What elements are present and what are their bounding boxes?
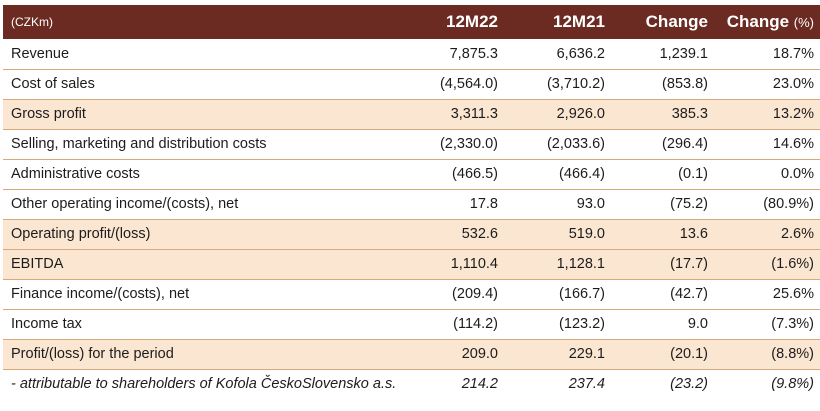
table-row: Cost of sales (4,564.0) (3,710.2) (853.8) 23…	[3, 69, 820, 99]
value-12m22: 209.0	[461, 346, 498, 362]
table-body: Revenue 7,875.3 6,636.2 1,239.1 18.7% Cost of…	[3, 39, 820, 399]
row-label: Cost of sales	[11, 76, 95, 92]
value-change-pct: 2.6%	[780, 226, 814, 242]
value-change-pct: 18.7%	[772, 45, 814, 62]
row-label: Revenue	[11, 45, 70, 62]
value-12m22: 3,311.3	[450, 106, 498, 122]
header-change-pct-unit: (%)	[793, 15, 814, 30]
value-12m21: 237.4	[568, 376, 605, 393]
value-change-pct: (9.8%)	[771, 376, 814, 393]
value-change-pct: (1.6%)	[771, 256, 814, 272]
value-change: (853.8)	[662, 76, 708, 92]
value-change: (17.7)	[670, 256, 708, 272]
value-12m21: (3,710.2)	[546, 76, 605, 92]
value-change: 13.6	[679, 226, 708, 242]
value-change: (296.4)	[662, 136, 708, 152]
header-change-pct: Change (%)	[714, 5, 820, 39]
value-12m21: 519.0	[568, 226, 605, 242]
value-change: (20.1)	[670, 346, 708, 362]
value-change-pct: (7.3%)	[771, 316, 814, 332]
value-12m22: 1,110.4	[450, 256, 498, 272]
value-12m22: 17.8	[469, 196, 498, 212]
value-change-pct: 13.2%	[772, 106, 814, 122]
row-label: EBITDA	[11, 256, 64, 272]
table-row: Finance income/(costs), net (209.4) (166.7…	[3, 279, 820, 309]
value-12m22: 7,875.3	[449, 45, 498, 62]
table-header: (CZKm) 12M22 12M21 Change Change (%)	[3, 5, 820, 39]
value-change-pct: (8.8%)	[771, 346, 814, 362]
value-12m21: 6,636.2	[556, 45, 605, 62]
table-row: Profit/(loss) for the period 209.0 229.1 (2…	[3, 339, 820, 369]
value-12m22: (209.4)	[452, 286, 498, 302]
value-12m22: (2,330.0)	[439, 136, 498, 152]
value-12m22: 214.2	[461, 376, 498, 393]
value-change: (75.2)	[670, 196, 708, 212]
value-12m21: 93.0	[576, 196, 605, 212]
value-change: 9.0	[687, 316, 708, 332]
value-change-pct: 23.0%	[772, 76, 814, 92]
value-change-pct: 0.0%	[780, 166, 814, 182]
value-change-pct: 14.6%	[772, 136, 814, 152]
value-change-pct: 25.6%	[772, 286, 814, 302]
value-12m22: (114.2)	[453, 316, 498, 332]
row-label: - attributable to shareholders of Kofola…	[11, 376, 397, 393]
value-12m21: 2,926.0	[556, 106, 605, 122]
table-row: Operating profit/(loss) 532.6 519.0 13.6 2.6…	[3, 219, 820, 249]
value-change: (0.1)	[678, 166, 708, 182]
value-change: 1,239.1	[659, 45, 708, 62]
value-change: (42.7)	[670, 286, 708, 302]
table-row: EBITDA 1,110.4 1,128.1 (17.7) (1.6%)	[3, 249, 820, 279]
table-row: - attributable to shareholders of Kofola…	[3, 369, 820, 399]
table-row: Gross profit 3,311.3 2,926.0 385.3 13.2%	[3, 99, 820, 129]
income-statement-table: (CZKm) 12M22 12M21 Change Change (%) Rev…	[3, 5, 820, 399]
row-label: Operating profit/(loss)	[11, 226, 151, 242]
value-12m21: (466.4)	[559, 166, 605, 182]
value-change: 385.3	[671, 106, 708, 122]
currency-unit-header: (CZKm)	[11, 15, 53, 29]
value-12m22: (4,564.0)	[439, 76, 498, 92]
value-12m21: 1,128.1	[556, 256, 605, 272]
value-12m22: 532.6	[461, 226, 498, 242]
value-12m21: (123.2)	[559, 316, 605, 332]
header-12m22: 12M22	[446, 12, 498, 31]
table-row: Revenue 7,875.3 6,636.2 1,239.1 18.7%	[3, 39, 820, 69]
value-change: (23.2)	[670, 376, 708, 393]
row-label: Profit/(loss) for the period	[11, 346, 174, 362]
row-label: Selling, marketing and distribution cost…	[11, 136, 267, 152]
table-row: Administrative costs (466.5) (466.4) (0.1) 0…	[3, 159, 820, 189]
table-row: Other operating income/(costs), net 17.8 9…	[3, 189, 820, 219]
value-12m21: (2,033.6)	[546, 136, 605, 152]
value-12m21: 229.1	[568, 346, 605, 362]
row-label: Income tax	[11, 316, 82, 332]
header-change: Change	[645, 12, 708, 31]
value-change-pct: (80.9%)	[763, 196, 814, 212]
row-label: Finance income/(costs), net	[11, 286, 190, 302]
table-row: Income tax (114.2) (123.2) 9.0 (7.3%)	[3, 309, 820, 339]
header-row: (CZKm) 12M22 12M21 Change Change (%)	[3, 5, 820, 39]
row-label: Gross profit	[11, 106, 86, 122]
value-12m22: (466.5)	[452, 166, 498, 182]
value-12m21: (166.7)	[559, 286, 605, 302]
row-label: Administrative costs	[11, 166, 140, 182]
table-row: Selling, marketing and distribution cost…	[3, 129, 820, 159]
row-label: Other operating income/(costs), net	[11, 196, 239, 212]
header-12m21: 12M21	[553, 12, 605, 31]
header-change-pct-label: Change	[726, 12, 790, 31]
